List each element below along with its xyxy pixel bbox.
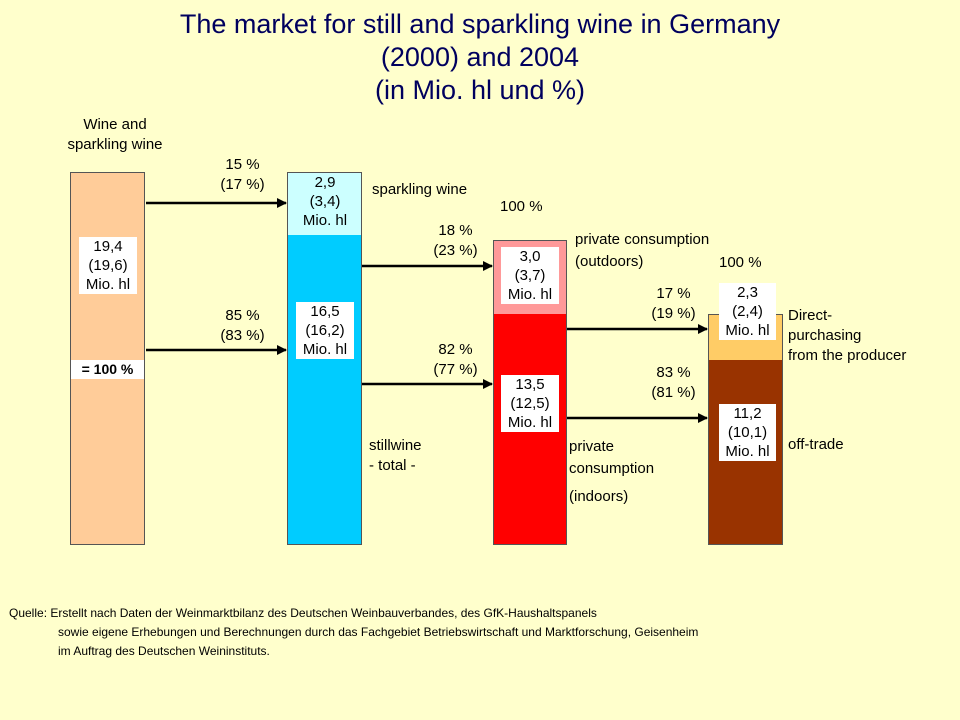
total-header-line-2: sparkling wine	[67, 136, 163, 153]
arrow-label-outdoor-share: 18 % (23 %)	[418, 221, 493, 261]
sparkling-value-box: 2,9 (3,4) Mio. hl	[296, 173, 354, 230]
arrow-1-prev: (17 %)	[220, 176, 265, 193]
arrow-2-pct: 85 %	[225, 307, 260, 324]
still-label: stillwine - total -	[369, 436, 422, 476]
outdoor-label-line-1: private consumption	[575, 231, 710, 248]
still-value-line-3: Mio. hl	[302, 341, 348, 358]
direct-value-line-2: (2,4)	[732, 303, 763, 320]
offtrade-value-line-2: (10,1)	[727, 424, 768, 441]
total-base-label: = 100 %	[71, 360, 144, 379]
direct-value-line-3: Mio. hl	[725, 322, 770, 339]
title-line-3: (in Mio. hl und %)	[374, 75, 586, 105]
source-line-3: im Auftrag des Deutschen Weininstituts.	[58, 644, 270, 658]
arrow-label-sparkling-share: 15 % (17 %)	[205, 155, 280, 195]
title-line-2: (2000) and 2004	[380, 42, 580, 72]
sparkling-value-line-3: Mio. hl	[302, 212, 348, 229]
arrow-1-pct: 15 %	[225, 156, 260, 173]
indoor-label-line-2: consumption	[569, 460, 655, 477]
offtrade-value-box: 11,2 (10,1) Mio. hl	[719, 404, 776, 461]
indoor-value-line-2: (12,5)	[510, 395, 550, 412]
indoor-value-line-1: 13,5	[515, 376, 545, 393]
arrow-6-pct: 83 %	[656, 364, 691, 381]
still-value-line-2: (16,2)	[305, 322, 345, 339]
total-value-line-2: (19,6)	[88, 257, 128, 274]
title-line-1: The market for still and sparkling wine …	[179, 9, 781, 39]
types-bar	[287, 172, 362, 545]
source-line-2: sowie eigene Erhebungen und Berechnungen…	[58, 625, 699, 639]
arrow-3-pct: 18 %	[438, 222, 473, 239]
direct-label-line-3: from the producer	[788, 347, 907, 364]
offtrade-label: off-trade	[788, 436, 844, 453]
still-label-line-2: - total -	[369, 457, 416, 474]
direct-value-box: 2,3 (2,4) Mio. hl	[719, 283, 776, 340]
arrow-3-prev: (23 %)	[433, 242, 478, 259]
arrow-label-direct-share: 17 % (19 %)	[636, 284, 711, 324]
still-value-line-1: 16,5	[310, 303, 340, 320]
total-bar	[70, 172, 145, 545]
indoor-label-line-1: private	[569, 438, 615, 455]
source-note: Quelle: Erstellt nach Daten der Weinmark…	[9, 604, 698, 661]
indoor-value-line-3: Mio. hl	[507, 414, 553, 431]
outdoor-value-box: 3,0 (3,7) Mio. hl	[501, 247, 559, 304]
direct-value-line-1: 2,3	[737, 284, 758, 301]
still-value-box: 16,5 (16,2) Mio. hl	[296, 302, 354, 359]
arrow-4-prev: (77 %)	[433, 361, 478, 378]
direct-label: Direct- purchasing from the producer	[788, 306, 906, 366]
outdoor-label-line-2: (outdoors)	[575, 253, 644, 270]
arrow-4-pct: 82 %	[438, 341, 473, 358]
direct-label-line-1: Direct-	[788, 307, 833, 324]
channels-hundred-label: 100 %	[719, 254, 762, 271]
total-header-line-1: Wine and	[83, 116, 147, 133]
total-value-box: 19,4 (19,6) Mio. hl	[79, 237, 137, 294]
direct-label-line-2: purchasing	[788, 327, 862, 344]
source-line-1: Quelle: Erstellt nach Daten der Weinmark…	[9, 606, 597, 620]
indoor-value-box: 13,5 (12,5) Mio. hl	[501, 375, 559, 432]
indoor-label-line-3: (indoors)	[569, 488, 629, 505]
arrow-5-pct: 17 %	[656, 285, 691, 302]
outdoor-label: private consumption (outdoors)	[575, 229, 709, 273]
arrow-label-still-share: 85 % (83 %)	[205, 306, 280, 346]
still-label-line-1: stillwine	[369, 437, 422, 454]
sparkling-segment	[288, 173, 361, 235]
total-value-line-1: 19,4	[93, 238, 123, 255]
outdoor-value-line-3: Mio. hl	[507, 286, 553, 303]
outdoor-value-line-1: 3,0	[519, 248, 541, 265]
sparkling-label: sparkling wine	[372, 181, 468, 198]
page-title: The market for still and sparkling wine …	[0, 8, 960, 107]
indoor-label: private consumption (indoors)	[569, 436, 654, 508]
sparkling-value-line-1: 2,9	[314, 174, 336, 191]
arrow-6-prev: (81 %)	[651, 384, 696, 401]
arrow-2-prev: (83 %)	[220, 327, 265, 344]
total-value-line-3: Mio. hl	[85, 276, 131, 293]
arrow-5-prev: (19 %)	[651, 305, 696, 322]
arrow-label-indoor-share: 82 % (77 %)	[418, 340, 493, 380]
outdoor-value-line-2: (3,7)	[514, 267, 546, 284]
still-segment	[288, 235, 361, 544]
offtrade-value-line-3: Mio. hl	[725, 443, 770, 460]
arrow-label-offtrade-share: 83 % (81 %)	[636, 363, 711, 403]
total-header: Wine and sparkling wine	[40, 115, 190, 155]
sparkling-value-line-2: (3,4)	[309, 193, 341, 210]
offtrade-value-line-1: 11,2	[733, 405, 762, 422]
consumption-hundred-label: 100 %	[500, 198, 543, 215]
